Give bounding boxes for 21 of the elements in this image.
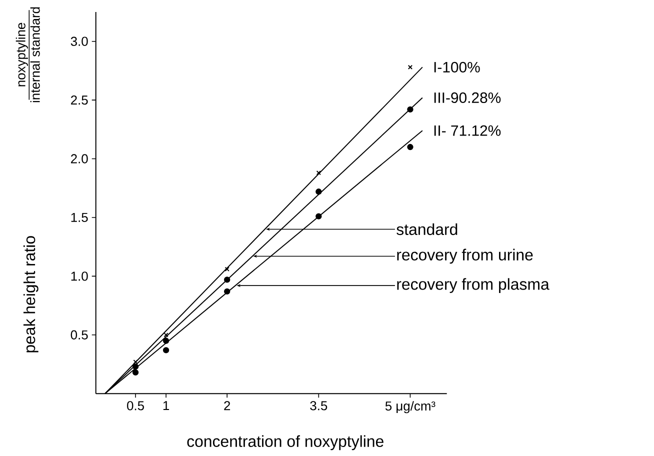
annotation: recovery from plasma — [397, 278, 550, 294]
y-tick-label: 2.5 — [70, 95, 88, 105]
x-tick-label: 2 — [224, 401, 230, 410]
y-tick-label: 3.0 — [70, 36, 88, 46]
annotation: II- 71.12% — [434, 125, 501, 136]
y-tick-label: 0.5 — [70, 330, 88, 340]
y-tick-label: 1.5 — [71, 212, 88, 222]
x-axis-title: concentration of noxyptyline — [187, 435, 384, 450]
x-tick-label: 5 μg/cm³ — [385, 401, 436, 414]
text: noxyptyline — [16, 22, 28, 86]
y-tick-label: 2.0 — [70, 154, 88, 164]
annotation: I-100% — [434, 62, 480, 72]
text: internal standard — [30, 7, 40, 102]
x-tick-label: 0.5 — [127, 401, 144, 410]
x-tick-label: 1 — [163, 401, 170, 410]
x-tick-label: 3.5 — [310, 401, 328, 410]
annotation: recovery from urine — [397, 248, 533, 264]
annotation: standard — [396, 223, 458, 236]
y-axis-title: peak height ratio — [23, 236, 38, 352]
annotation: III-90.28% — [434, 92, 501, 103]
y-tick-label: 1.0 — [71, 272, 88, 281]
